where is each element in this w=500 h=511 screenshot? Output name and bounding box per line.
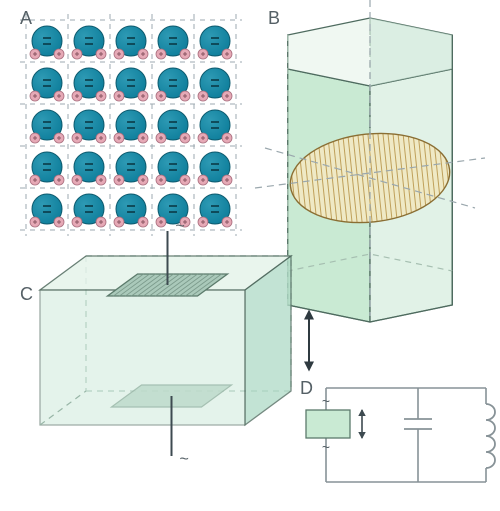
positive-ion: [180, 175, 190, 185]
positive-ion: [54, 217, 64, 227]
figure-svg: ~~~~ABCD: [0, 0, 500, 506]
positive-ion: [96, 217, 106, 227]
positive-ion: [30, 133, 40, 143]
oscillation-arrow: [304, 310, 314, 372]
positive-ion: [138, 175, 148, 185]
positive-ion: [222, 49, 232, 59]
positive-ion: [156, 217, 166, 227]
oscillation-arrow: [358, 409, 366, 439]
positive-ion: [30, 217, 40, 227]
positive-ion: [198, 49, 208, 59]
panel-d: ~~: [306, 388, 495, 482]
positive-ion: [138, 91, 148, 101]
positive-ion: [114, 217, 124, 227]
positive-ion: [114, 49, 124, 59]
crystal-element: [306, 410, 350, 438]
positive-ion: [54, 133, 64, 143]
positive-ion: [72, 133, 82, 143]
positive-ion: [138, 133, 148, 143]
positive-ion: [114, 175, 124, 185]
positive-ion: [114, 91, 124, 101]
figure-stage: ~~~~ABCD: [0, 0, 500, 506]
positive-ion: [138, 217, 148, 227]
ac-symbol-bottom: ~: [180, 451, 189, 468]
positive-ion: [72, 175, 82, 185]
positive-ion: [156, 175, 166, 185]
panel-label-b: B: [268, 8, 280, 28]
panel-a: [20, 14, 242, 236]
ac-symbol: ~: [322, 393, 330, 409]
ac-symbol-top: ~: [176, 218, 185, 235]
positive-ion: [180, 91, 190, 101]
positive-ion: [114, 133, 124, 143]
inductor: [486, 404, 495, 468]
positive-ion: [198, 91, 208, 101]
positive-ion: [198, 175, 208, 185]
positive-ion: [222, 217, 232, 227]
positive-ion: [54, 91, 64, 101]
positive-ion: [72, 91, 82, 101]
positive-ion: [30, 175, 40, 185]
positive-ion: [156, 49, 166, 59]
positive-ion: [96, 91, 106, 101]
positive-ion: [30, 49, 40, 59]
panel-label-d: D: [300, 378, 313, 398]
positive-ion: [96, 49, 106, 59]
positive-ion: [180, 133, 190, 143]
positive-ion: [222, 175, 232, 185]
positive-ion: [96, 133, 106, 143]
positive-ion: [198, 217, 208, 227]
positive-ion: [156, 91, 166, 101]
positive-ion: [96, 175, 106, 185]
positive-ion: [156, 133, 166, 143]
positive-ion: [30, 91, 40, 101]
positive-ion: [54, 175, 64, 185]
positive-ion: [222, 133, 232, 143]
positive-ion: [54, 49, 64, 59]
positive-ion: [72, 217, 82, 227]
panel-c: ~~: [40, 218, 314, 468]
ac-symbol: ~: [322, 439, 330, 455]
panel-label-a: A: [20, 8, 32, 28]
positive-ion: [180, 49, 190, 59]
positive-ion: [222, 91, 232, 101]
positive-ion: [138, 49, 148, 59]
positive-ion: [198, 133, 208, 143]
panel-label-c: C: [20, 284, 33, 304]
positive-ion: [72, 49, 82, 59]
